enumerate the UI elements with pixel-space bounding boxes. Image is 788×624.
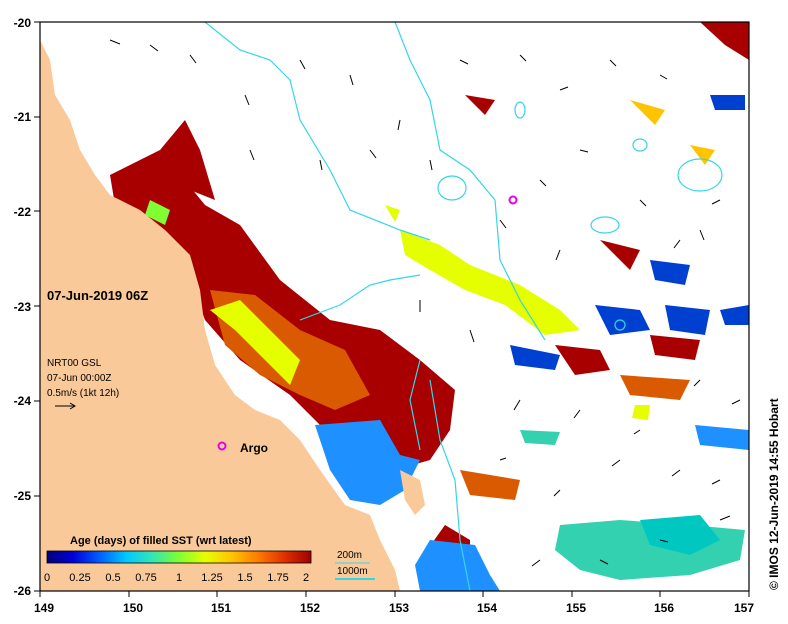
colorbar — [46, 550, 312, 564]
lon-tick-label: 156 — [654, 601, 674, 615]
lon-tick-label: 157 — [734, 601, 754, 615]
current-key-line3: 0.5m/s (1kt 12h) — [47, 388, 119, 399]
colorbar-tick: 0.25 — [69, 572, 90, 584]
lat-tick-label: -26 — [14, 584, 32, 598]
current-key-line1: NRT00 GSL — [47, 358, 102, 369]
argo-marker-offshore[interactable] — [508, 195, 518, 205]
colorbar-tick: 0.5 — [105, 572, 120, 584]
lat-tick-label: -24 — [14, 394, 32, 408]
argo-label: Argo — [240, 441, 268, 455]
lon-tick-labels: 149 150 151 152 153 154 155 156 157 — [34, 601, 754, 615]
bathymetry-contours — [204, 22, 723, 591]
lon-tick-label: 149 — [34, 601, 54, 615]
current-key-arrow — [55, 402, 76, 410]
lat-tick-label: -21 — [14, 110, 32, 124]
colorbar-tick: 1.75 — [267, 572, 288, 584]
argo-marker[interactable] — [217, 441, 227, 451]
lon-tick-label: 152 — [300, 601, 320, 615]
land-mass — [40, 22, 400, 591]
credit-label: © IMOS 12-Jun-2019 14:55 Hobart — [767, 398, 781, 590]
lon-tick-label: 150 — [123, 601, 143, 615]
current-vectors — [109, 39, 741, 567]
lon-tick-label: 151 — [211, 601, 231, 615]
colorbar-title: Age (days) of filled SST (wrt latest) — [70, 535, 252, 547]
lat-axis — [34, 21, 40, 592]
lon-axis — [39, 591, 750, 597]
current-key-line2: 07-Jun 00:00Z — [47, 373, 112, 384]
colorbar-tick: 1 — [176, 572, 182, 584]
lon-tick-label: 155 — [566, 601, 586, 615]
contour-key-200m: 200m — [337, 550, 362, 561]
contour-key-1000m: 1000m — [337, 566, 368, 577]
colorbar-tick: 0 — [44, 572, 50, 584]
colorbar-ticks: 0 0.25 0.5 0.75 1 1.25 1.5 1.75 2 — [44, 572, 309, 584]
lat-tick-label: -22 — [14, 205, 32, 219]
colorbar-tick: 1.25 — [201, 572, 222, 584]
lat-tick-label: -23 — [14, 300, 32, 314]
colorbar-tick: 0.75 — [135, 572, 156, 584]
colorbar-tick: 2 — [303, 572, 309, 584]
lon-tick-label: 153 — [389, 601, 409, 615]
lat-tick-label: -25 — [14, 489, 32, 503]
colorbar-tick: 1.5 — [237, 572, 252, 584]
lat-tick-labels: -20 -21 -22 -23 -24 -25 -26 — [14, 16, 32, 598]
lon-tick-label: 154 — [477, 601, 497, 615]
lat-tick-label: -20 — [14, 16, 32, 30]
sst-patches — [40, 22, 749, 591]
date-label: 07-Jun-2019 06Z — [47, 288, 148, 303]
island — [400, 470, 425, 515]
